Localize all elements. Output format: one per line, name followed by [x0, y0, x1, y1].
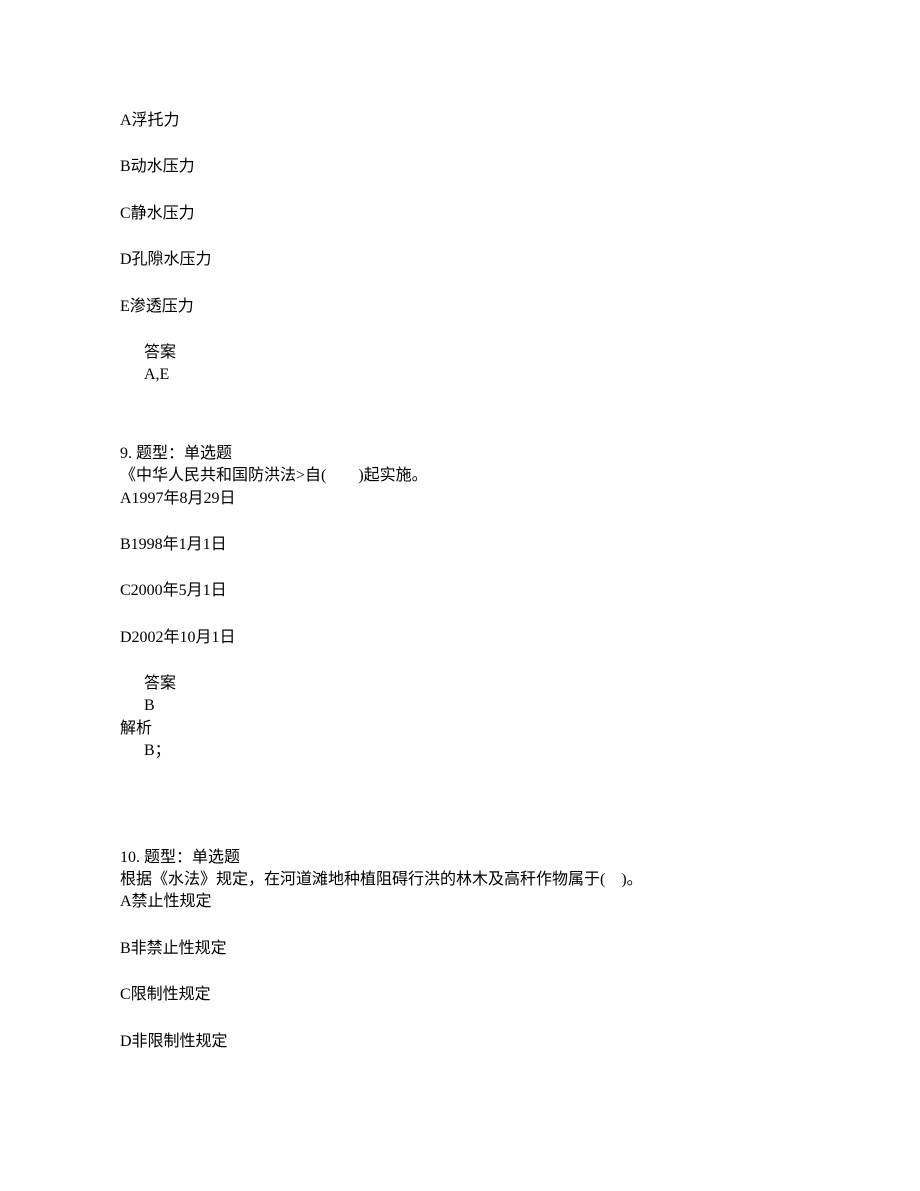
q9-answer-value: B: [120, 695, 800, 717]
q8-answer-label: 答案: [120, 342, 800, 364]
q9-parse-value: B；: [120, 740, 800, 762]
q9-text: 《中华人民共和国防洪法>自( )起实施。: [120, 465, 800, 487]
q10-option-c: C限制性规定: [120, 984, 800, 1006]
q9-answer-block: 答案 B 解析 B；: [120, 673, 800, 763]
q8-option-c: C静水压力: [120, 203, 800, 225]
q9-option-a: A1997年8月29日: [120, 488, 800, 510]
q9-parse-label: 解析: [120, 718, 800, 740]
q8-answer-block: 答案 A,E: [120, 342, 800, 387]
q9-answer-label: 答案: [120, 673, 800, 695]
q8-option-a: A浮托力: [120, 110, 800, 132]
q9-header: 9. 题型：单选题: [120, 443, 800, 465]
q10-header: 10. 题型：单选题: [120, 847, 800, 869]
q8-answer-value: A,E: [120, 364, 800, 386]
q10-option-a: A禁止性规定: [120, 891, 800, 913]
q8-option-b: B动水压力: [120, 156, 800, 178]
q8-option-e: E渗透压力: [120, 296, 800, 318]
q9-option-b: B1998年1月1日: [120, 534, 800, 556]
q8-option-d: D孔隙水压力: [120, 249, 800, 271]
q9-option-c: C2000年5月1日: [120, 580, 800, 602]
q10-option-d: D非限制性规定: [120, 1031, 800, 1053]
q9-option-d: D2002年10月1日: [120, 627, 800, 649]
q10-option-b: B非禁止性规定: [120, 938, 800, 960]
page: A浮托力 B动水压力 C静水压力 D孔隙水压力 E渗透压力 答案 A,E 9. …: [0, 0, 920, 1191]
q10-text: 根据《水法》规定，在河道滩地种植阻碍行洪的林木及高秆作物属于( )。: [120, 869, 800, 891]
